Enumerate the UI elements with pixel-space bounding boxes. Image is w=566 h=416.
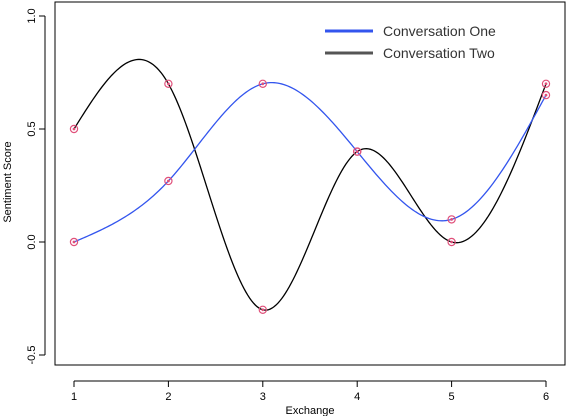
x-axis: 1 2 3 4 5 6	[71, 380, 549, 403]
data-point-conversation-one	[447, 215, 456, 224]
x-tick-label: 3	[260, 391, 266, 403]
y-tick-label: 0.5	[26, 121, 38, 136]
y-tick-label: 0.0	[26, 234, 38, 249]
x-tick-label: 6	[543, 391, 549, 403]
data-point-conversation-two	[69, 124, 79, 134]
data-point-conversation-one	[69, 237, 79, 247]
y-tick-label: -0.5	[26, 346, 38, 365]
series-layer	[73, 58, 547, 311]
x-tick-label: 1	[71, 391, 77, 403]
series-line-conversation-two	[73, 58, 547, 311]
legend-label-conversation-one: Conversation One	[383, 23, 496, 39]
data-point-conversation-one	[541, 90, 551, 100]
data-point-conversation-two	[258, 305, 267, 314]
x-tick-label: 4	[354, 391, 360, 403]
x-tick-label: 2	[165, 391, 171, 403]
data-point-conversation-two	[353, 147, 362, 156]
data-point-conversation-one	[258, 79, 267, 89]
y-axis-title: Sentiment Score	[2, 141, 14, 222]
plot-frame	[54, 1, 566, 366]
data-point-conversation-two	[447, 237, 456, 247]
series-line-conversation-one	[73, 81, 547, 243]
marker-layer	[69, 79, 551, 314]
x-axis-title: Exchange	[286, 405, 335, 416]
legend: Conversation One Conversation Two	[325, 23, 496, 61]
y-axis: -0.5 0.0 0.5 1.0	[26, 8, 46, 365]
data-point-conversation-one	[164, 176, 173, 186]
data-point-conversation-two	[541, 79, 551, 89]
legend-label-conversation-two: Conversation Two	[383, 45, 495, 61]
data-point-conversation-two	[164, 79, 173, 89]
x-tick-label: 5	[449, 391, 455, 403]
y-tick-label: 1.0	[26, 8, 38, 23]
